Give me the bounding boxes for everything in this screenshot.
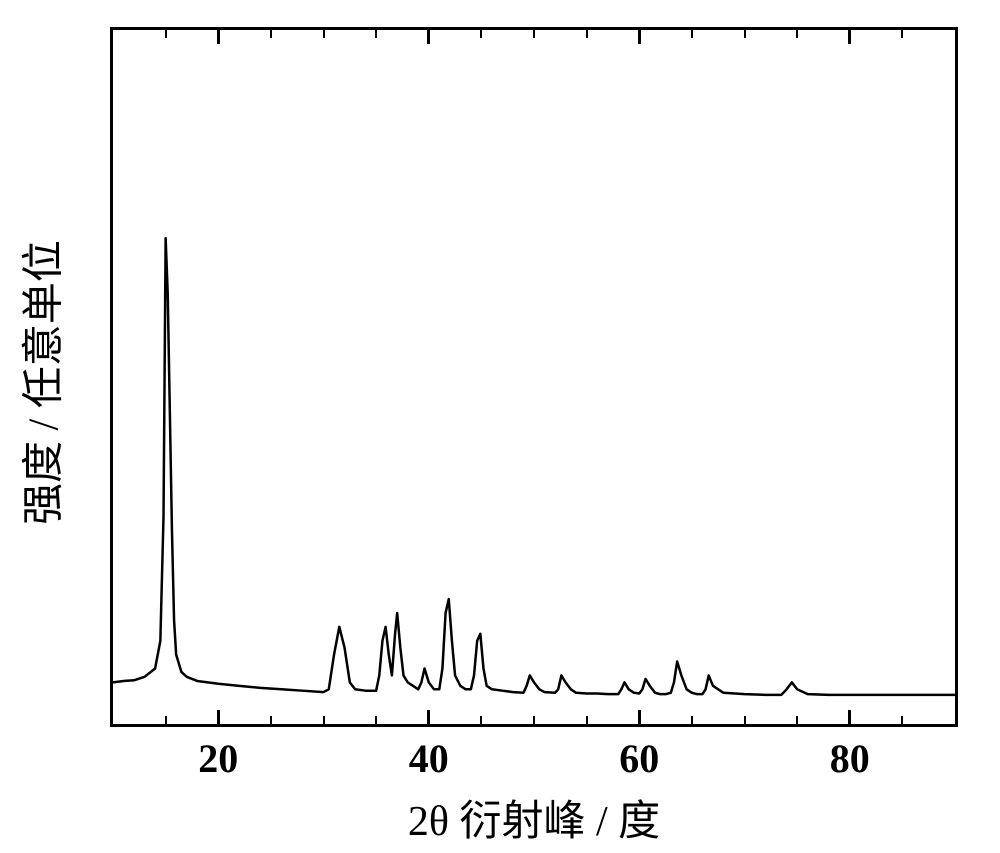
x-tick-label: 80: [830, 735, 870, 782]
xrd-chart: 20 40 60 80 强度 / 任意单位 2θ 衍射峰 / 度: [0, 0, 1000, 853]
x-tick-label: 20: [198, 735, 238, 782]
x-tick-label: 40: [409, 735, 449, 782]
x-tick-label: 60: [619, 735, 659, 782]
plot-area: [110, 27, 958, 727]
y-axis-label: 强度 / 任意单位: [10, 203, 71, 563]
xrd-spectrum-line: [113, 30, 955, 724]
x-axis-label: 2θ 衍射峰 / 度: [334, 787, 734, 848]
